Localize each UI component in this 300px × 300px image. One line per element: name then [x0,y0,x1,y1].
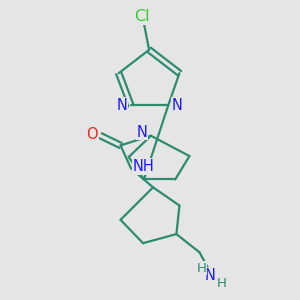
Text: N: N [205,268,216,283]
Text: NH: NH [133,159,154,174]
Text: O: O [86,127,98,142]
Text: N: N [172,98,183,113]
Text: H: H [217,277,227,290]
Text: N: N [136,124,147,140]
Text: Cl: Cl [134,9,149,24]
Text: H: H [196,262,206,275]
Text: N: N [116,98,127,113]
